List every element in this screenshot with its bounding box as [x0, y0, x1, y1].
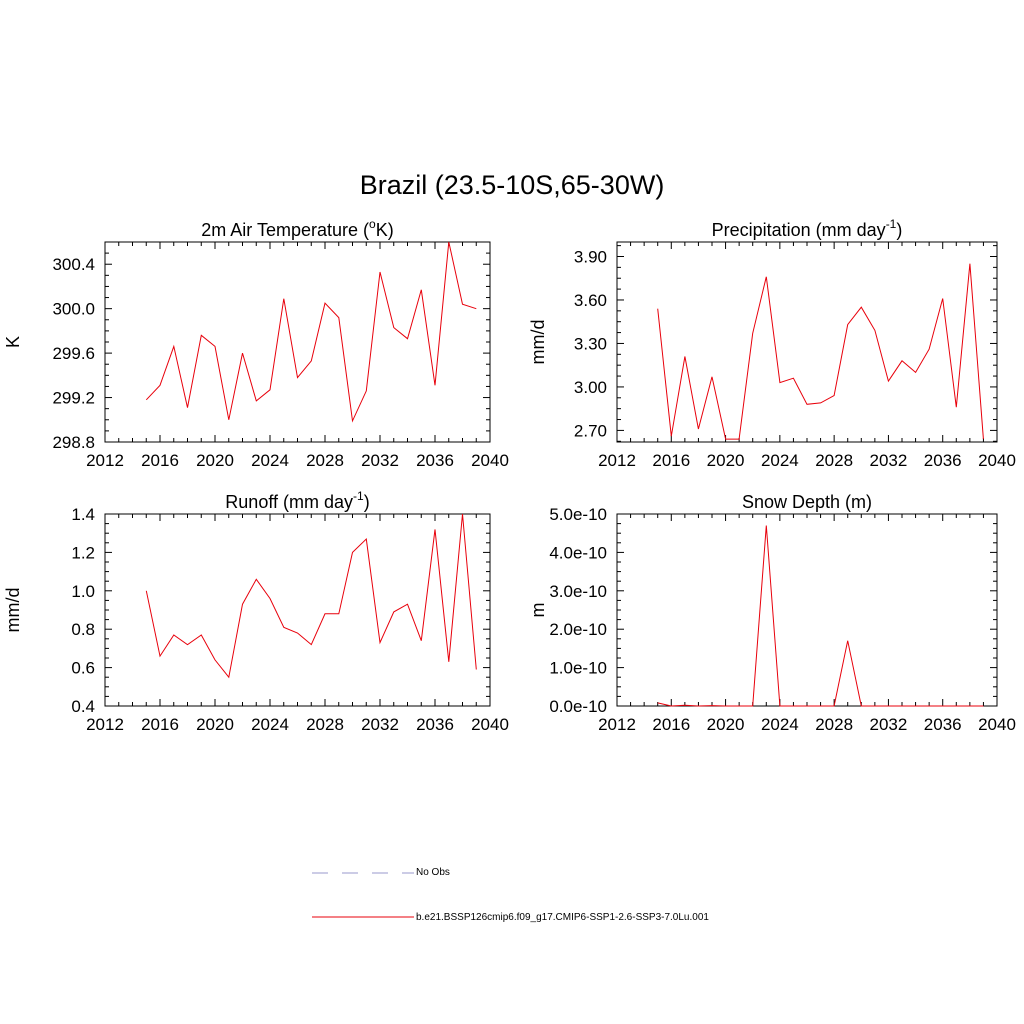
- x-tick-label: 2012: [86, 451, 124, 470]
- series-line-model: [145, 241, 477, 423]
- legend-label-no-obs: No Obs: [416, 866, 450, 878]
- y-tick-label: 0.8: [71, 620, 95, 639]
- y-axis-label: mm/d: [528, 320, 548, 365]
- y-tick-label: 1.0: [71, 582, 95, 601]
- y-tick-label: 3.60: [574, 291, 607, 310]
- x-tick-label: 2020: [196, 451, 234, 470]
- x-tick-label: 2024: [761, 715, 799, 734]
- chart-panel-2: 2012 2016 2020 2024 2028 2032 2036 2040 2.70 3.00…: [528, 217, 1016, 470]
- series-line-model: [145, 513, 477, 679]
- y-tick-label: 300.4: [52, 255, 95, 274]
- legend-swatch-solid: [312, 916, 414, 918]
- legend-label-model: b.e21.BSSP126cmip6.f09_g17.CMIP6-SSP1-2.…: [416, 911, 709, 923]
- y-tick-label: 3.90: [574, 247, 607, 266]
- x-tick-label: 2024: [761, 451, 799, 470]
- panel-title: Precipitation (mm day-1): [712, 217, 903, 240]
- x-tick-label: 2028: [815, 715, 853, 734]
- y-tick-label: 4.0e-10: [549, 543, 607, 562]
- x-tick-label: 2024: [251, 715, 289, 734]
- x-tick-label: 2032: [870, 715, 908, 734]
- x-tick-label: 2040: [978, 451, 1016, 470]
- x-tick-label: 2012: [598, 451, 636, 470]
- y-tick-label: 300.0: [52, 300, 95, 319]
- chart-panel-1: 2012 2016 2020 2024 2028 2032 2036 2040 298.8 299…: [3, 217, 509, 470]
- y-tick-label: 2.0e-10: [549, 620, 607, 639]
- x-tick-label: 2012: [86, 715, 124, 734]
- x-tick-label: 2020: [196, 715, 234, 734]
- chart-panel-4: 2012 2016 2020 2024 2028 2032 2036 2040 0.0e-10 1…: [528, 492, 1016, 734]
- x-tick-label: 2032: [361, 715, 399, 734]
- x-tick-label: 2040: [471, 715, 509, 734]
- page-title: Brazil (23.5-10S,65-30W): [359, 170, 665, 200]
- y-tick-label: 1.4: [71, 505, 95, 524]
- x-tick-label: 2016: [141, 715, 179, 734]
- series-line-model: [657, 263, 984, 440]
- x-tick-label: 2028: [306, 715, 344, 734]
- x-tick-label: 2040: [978, 715, 1016, 734]
- x-tick-label: 2036: [924, 451, 962, 470]
- panel-title: 2m Air Temperature (oK): [201, 217, 393, 240]
- x-tick-label: 2032: [361, 451, 399, 470]
- x-tick-label: 2036: [924, 715, 962, 734]
- y-tick-label: 5.0e-10: [549, 505, 607, 524]
- y-tick-label: 3.0e-10: [549, 582, 607, 601]
- y-tick-label: 3.30: [574, 334, 607, 353]
- y-tick-label: 0.6: [71, 659, 95, 678]
- x-tick-label: 2036: [416, 451, 454, 470]
- plot-frame: [616, 241, 998, 443]
- plot-frame: [104, 513, 491, 707]
- x-tick-label: 2028: [306, 451, 344, 470]
- y-axis-label: K: [3, 336, 23, 348]
- y-tick-label: 0.4: [71, 697, 95, 716]
- plot-frame: [104, 241, 491, 443]
- panel-title: Snow Depth (m): [742, 492, 872, 512]
- x-tick-label: 2036: [416, 715, 454, 734]
- x-tick-label: 2028: [815, 451, 853, 470]
- y-tick-label: 298.8: [52, 433, 95, 452]
- x-tick-label: 2016: [652, 715, 690, 734]
- x-tick-label: 2032: [870, 451, 908, 470]
- legend-swatch-dashed: [312, 872, 414, 874]
- x-tick-label: 2020: [707, 715, 745, 734]
- y-tick-label: 0.0e-10: [549, 697, 607, 716]
- x-tick-label: 2016: [141, 451, 179, 470]
- y-axis-label: mm/d: [3, 588, 23, 633]
- series-line-model: [657, 525, 984, 707]
- x-tick-label: 2012: [598, 715, 636, 734]
- y-axis-label: m: [528, 603, 548, 618]
- panel-title: Runoff (mm day-1): [225, 489, 369, 512]
- x-tick-label: 2016: [652, 451, 690, 470]
- y-tick-label: 3.00: [574, 378, 607, 397]
- y-tick-label: 2.70: [574, 421, 607, 440]
- plot-frame: [616, 513, 998, 707]
- x-tick-label: 2040: [471, 451, 509, 470]
- y-tick-label: 1.2: [71, 543, 95, 562]
- y-tick-label: 299.2: [52, 389, 95, 408]
- x-tick-label: 2020: [707, 451, 745, 470]
- y-tick-label: 299.6: [52, 344, 95, 363]
- chart-panel-3: 2012 2016 2020 2024 2028 2032 2036 2040 0.4 0.6 0.…: [3, 489, 509, 734]
- legend-item-model: b.e21.BSSP126cmip6.f09_g17.CMIP6-SSP1-2.…: [312, 909, 709, 925]
- x-tick-label: 2024: [251, 451, 289, 470]
- legend-item-no-obs: No Obs: [312, 864, 450, 880]
- y-tick-label: 1.0e-10: [549, 659, 607, 678]
